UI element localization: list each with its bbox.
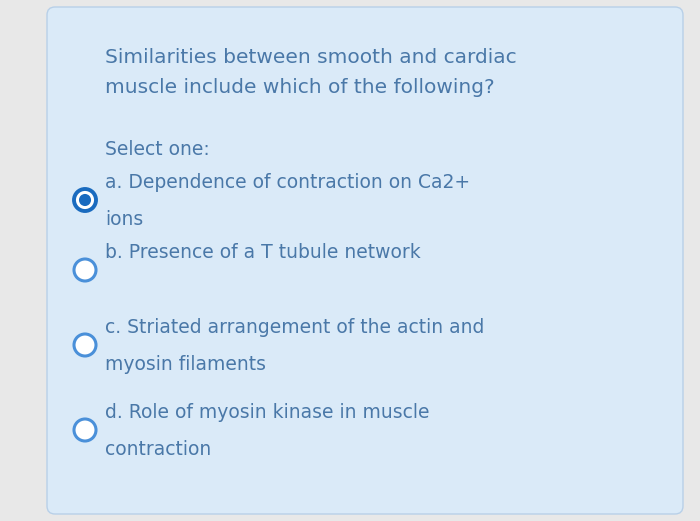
Text: d. Role of myosin kinase in muscle: d. Role of myosin kinase in muscle (105, 403, 430, 422)
Ellipse shape (74, 334, 96, 356)
Text: myosin filaments: myosin filaments (105, 355, 266, 374)
Text: b. Presence of a T tubule network: b. Presence of a T tubule network (105, 243, 421, 262)
Text: ions: ions (105, 210, 144, 229)
Ellipse shape (74, 189, 96, 211)
FancyBboxPatch shape (47, 7, 683, 514)
Ellipse shape (79, 194, 91, 206)
Text: a. Dependence of contraction on Ca2+: a. Dependence of contraction on Ca2+ (105, 173, 470, 192)
Ellipse shape (74, 259, 96, 281)
Text: contraction: contraction (105, 440, 211, 459)
Ellipse shape (74, 419, 96, 441)
Text: muscle include which of the following?: muscle include which of the following? (105, 78, 495, 97)
Text: c. Striated arrangement of the actin and: c. Striated arrangement of the actin and (105, 318, 484, 337)
Text: Select one:: Select one: (105, 140, 210, 159)
Text: Similarities between smooth and cardiac: Similarities between smooth and cardiac (105, 48, 517, 67)
